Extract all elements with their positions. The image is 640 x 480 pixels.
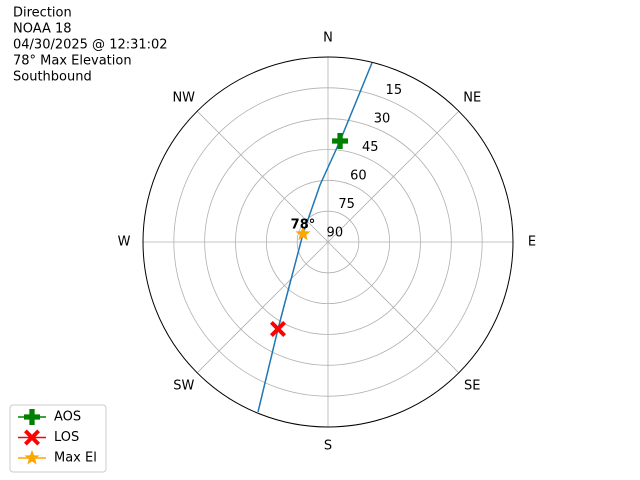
- grid-spoke: [196, 241, 329, 374]
- theta-tick-label: NW: [172, 90, 195, 105]
- marker: [295, 225, 311, 241]
- theta-tick-label: SE: [464, 379, 480, 394]
- theta-tick-label: SW: [173, 379, 194, 394]
- theta-tick-label: W: [118, 235, 131, 250]
- theta-tick-label: S: [324, 439, 332, 454]
- grid-spoke: [327, 110, 460, 243]
- r-tick-label: 15: [386, 83, 403, 98]
- outer-frame: [142, 56, 514, 428]
- title-line: NOAA 18: [13, 22, 72, 37]
- title-line: 78° Max Elevation: [13, 54, 132, 69]
- legend-label: LOS: [54, 430, 79, 445]
- legend-label: AOS: [54, 410, 81, 425]
- title-line: 04/30/2025 @ 12:31:02: [13, 38, 168, 53]
- title-line: Southbound: [13, 70, 92, 85]
- annotation: 78°: [291, 217, 316, 232]
- legend-marker: [24, 429, 40, 446]
- track-line: [257, 62, 373, 413]
- marker: [269, 320, 286, 337]
- grid-spoke: [196, 110, 329, 243]
- r-tick-label: 45: [362, 140, 379, 155]
- r-tick-label: 90: [327, 225, 344, 240]
- title-line: Direction: [13, 6, 72, 21]
- legend-marker: [24, 409, 40, 425]
- legend-label: Max El: [54, 451, 97, 466]
- theta-tick-label: N: [323, 31, 333, 46]
- r-tick-label: 30: [374, 111, 391, 126]
- theta-tick-label: NE: [463, 90, 481, 105]
- r-tick-label: 60: [350, 168, 367, 183]
- marker: [332, 132, 349, 149]
- grid-spoke: [327, 241, 460, 374]
- theta-tick-label: E: [528, 235, 536, 250]
- legend-marker: [24, 450, 40, 465]
- r-tick-label: 75: [338, 197, 355, 212]
